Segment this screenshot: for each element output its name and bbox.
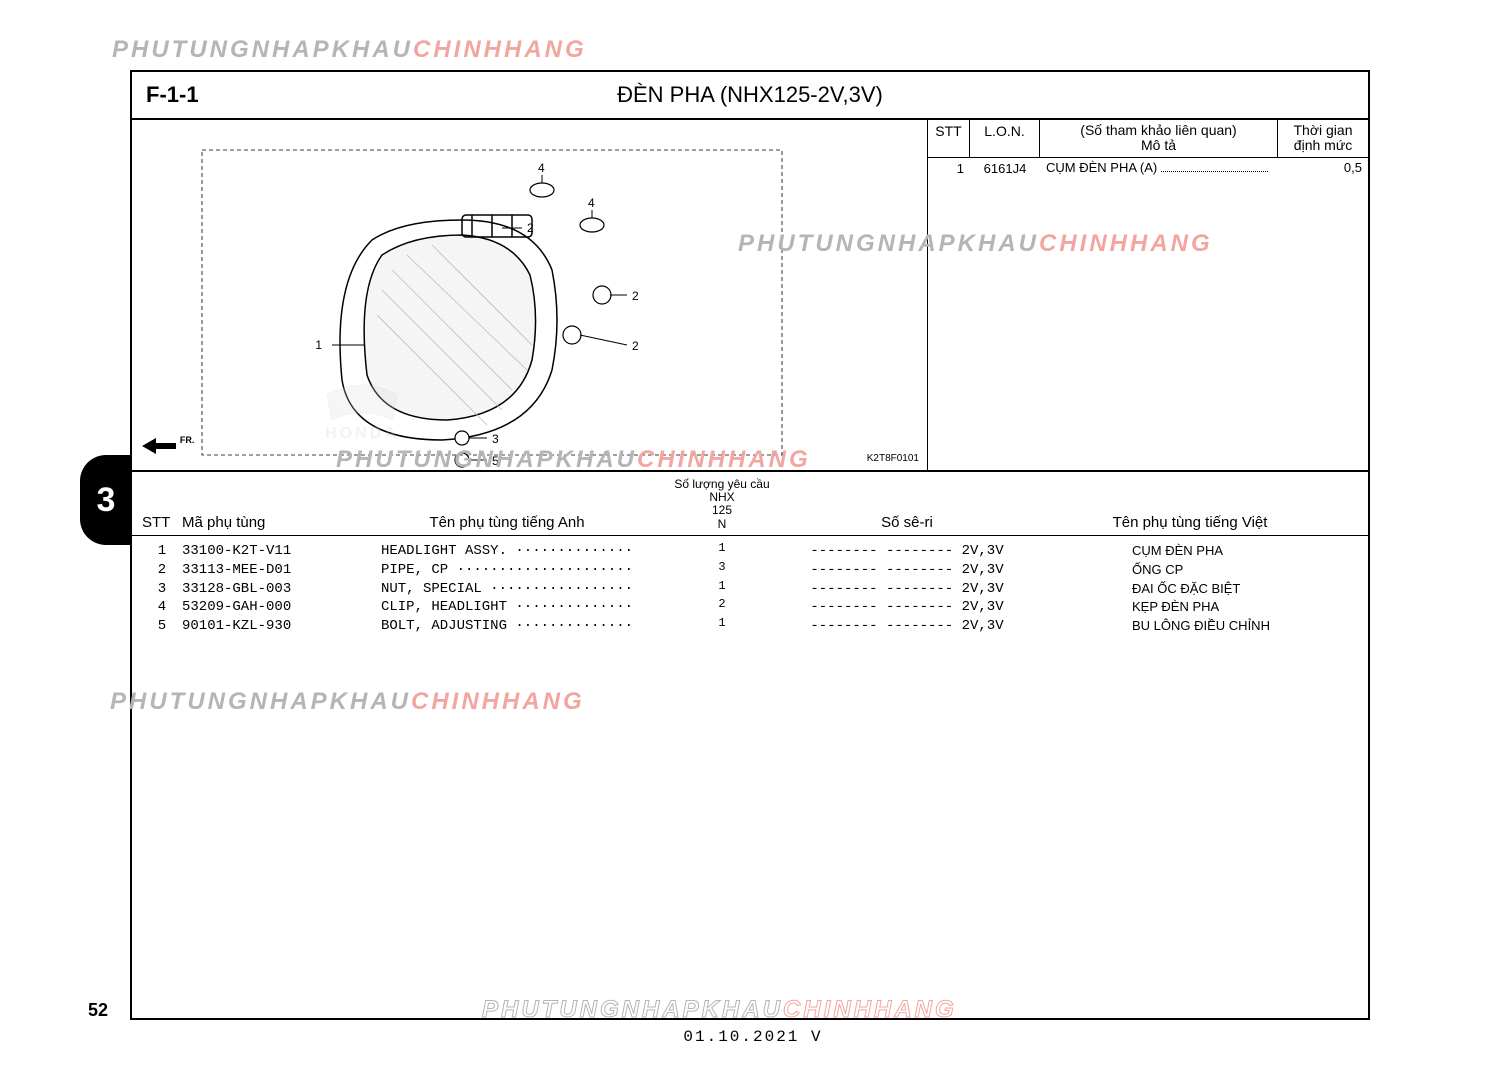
page-frame: F-1-1 ĐÈN PHA (NHX125-2V,3V) [130, 70, 1370, 1020]
watermark: PHUTUNGNHAPKHAUCHINHHANG [112, 36, 587, 64]
fr-arrow-icon: FR. [142, 435, 200, 460]
svg-text:2: 2 [632, 289, 639, 303]
th-seri: Số sê-ri [792, 514, 1022, 531]
reference-panel: STT L.O.N. (Số tham khảo liên quan)Mô tả… [928, 120, 1368, 470]
page-number: 52 [88, 1000, 108, 1021]
table-row: 133100-K2T-V11HEADLIGHT ASSY. ··········… [142, 542, 1358, 561]
svg-text:2: 2 [527, 221, 534, 235]
table-row: 333128-GBL-003NUT, SPECIAL ·············… [142, 580, 1358, 599]
svg-text:1: 1 [315, 338, 322, 352]
table-row: 590101-KZL-930BOLT, ADJUSTING ··········… [142, 617, 1358, 636]
diagram-code: K2T8F0101 [867, 453, 919, 464]
th-name-vi: Tên phụ tùng tiếng Việt [1022, 514, 1358, 531]
ref-h-time: Thời gianđịnh mức [1278, 120, 1368, 157]
diagram-svg: 1 2 2 2 3 4 4 5 HONDA [132, 120, 932, 472]
ref-h-desc: (Số tham khảo liên quan)Mô tả [1040, 120, 1278, 157]
ref-row: 16161J4CỤM ĐÈN PHA (A)0,5 [928, 158, 1368, 179]
table-row: 233113-MEE-D01PIPE, CP ·················… [142, 561, 1358, 580]
th-name-en: Tên phụ tùng tiếng Anh [362, 514, 652, 531]
parts-table-body: 133100-K2T-V11HEADLIGHT ASSY. ··········… [132, 536, 1368, 642]
table-row: 453209-GAH-000CLIP, HEADLIGHT ··········… [142, 598, 1358, 617]
svg-text:2: 2 [632, 339, 639, 353]
th-qty: Số lượng yêu cầu NHX 125 N [652, 478, 792, 531]
svg-text:4: 4 [538, 161, 545, 175]
ref-h-lon: L.O.N. [970, 120, 1040, 157]
svg-text:4: 4 [588, 196, 595, 210]
side-tab: 3 [80, 455, 132, 545]
svg-text:5: 5 [492, 454, 499, 468]
svg-text:HONDA: HONDA [325, 425, 399, 442]
section-title: ĐÈN PHA (NHX125-2V,3V) [352, 82, 1368, 108]
parts-table-header: STT Mã phụ tùng Tên phụ tùng tiếng Anh S… [132, 472, 1368, 536]
exploded-diagram: 1 2 2 2 3 4 4 5 HONDA FR [132, 120, 928, 470]
mid-row: 1 2 2 2 3 4 4 5 HONDA FR [132, 120, 1368, 472]
header: F-1-1 ĐÈN PHA (NHX125-2V,3V) [132, 72, 1368, 120]
footer-date: 01.10.2021 V [0, 1028, 1506, 1046]
th-code: Mã phụ tùng [182, 514, 362, 531]
ref-header: STT L.O.N. (Số tham khảo liên quan)Mô tả… [928, 120, 1368, 158]
section-code: F-1-1 [132, 82, 352, 108]
ref-h-stt: STT [928, 120, 970, 157]
th-stt: STT [142, 514, 182, 531]
svg-text:3: 3 [492, 432, 499, 446]
